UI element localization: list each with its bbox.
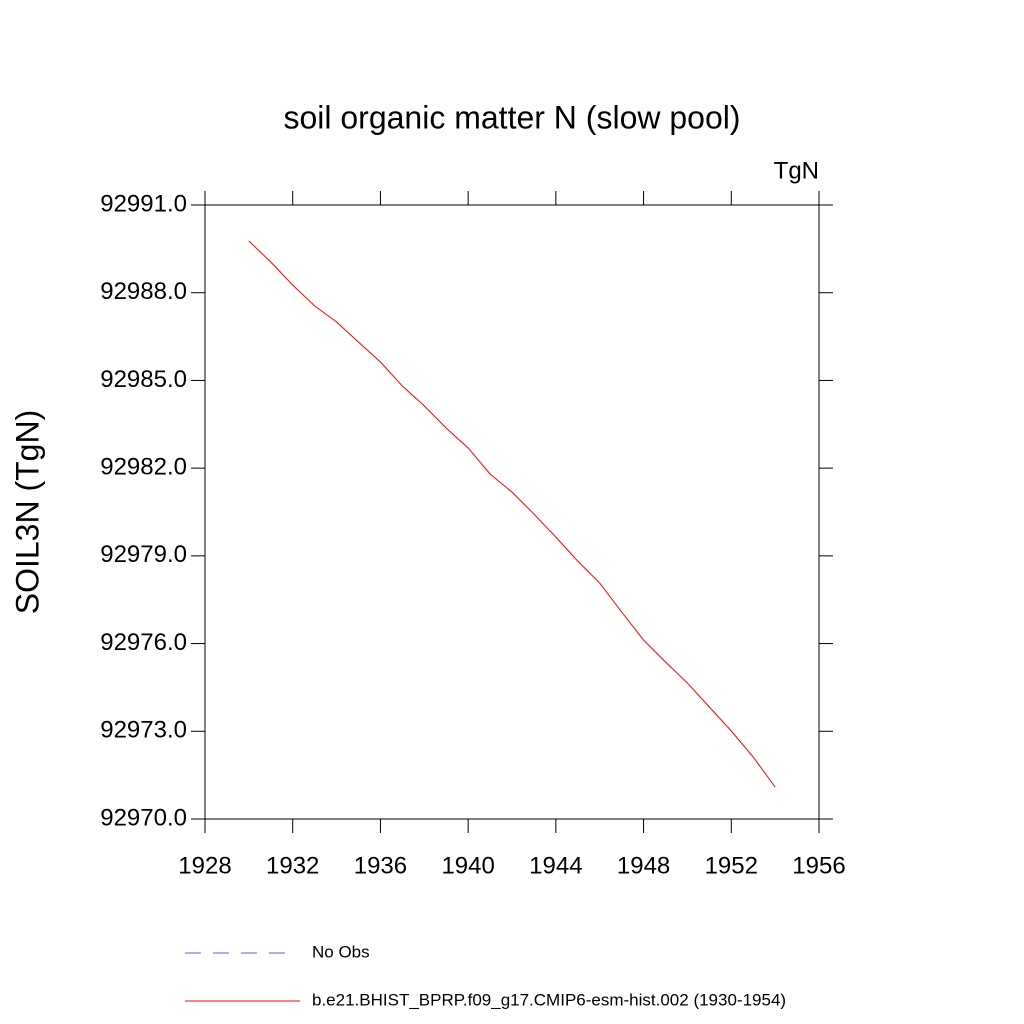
y-tick-label: 92970.0: [100, 804, 187, 831]
chart-title: soil organic matter N (slow pool): [283, 99, 740, 135]
y-tick-label: 92982.0: [100, 453, 187, 480]
y-tick-label: 92976.0: [100, 629, 187, 656]
y-tick-label: 92991.0: [100, 190, 187, 217]
legend-label: No Obs: [312, 942, 370, 961]
x-tick-label: 1932: [266, 852, 319, 879]
y-axis-label: SOIL3N (TgN): [9, 410, 45, 614]
data-line: [248, 240, 776, 788]
x-tick-label: 1956: [792, 852, 845, 879]
legend-label: b.e21.BHIST_BPRP.f09_g17.CMIP6-esm-hist.…: [312, 990, 786, 1009]
x-tick-label: 1948: [617, 852, 670, 879]
x-tick-label: 1944: [529, 852, 582, 879]
units-label: TgN: [774, 157, 819, 184]
x-tick-label: 1952: [705, 852, 758, 879]
y-tick-label: 92973.0: [100, 717, 187, 744]
y-tick-label: 92985.0: [100, 366, 187, 393]
y-tick-label: 92979.0: [100, 541, 187, 568]
x-tick-label: 1940: [441, 852, 494, 879]
x-tick-label: 1936: [354, 852, 407, 879]
y-tick-label: 92988.0: [100, 278, 187, 305]
x-tick-label: 1928: [178, 852, 231, 879]
plot-frame: [204, 204, 820, 820]
